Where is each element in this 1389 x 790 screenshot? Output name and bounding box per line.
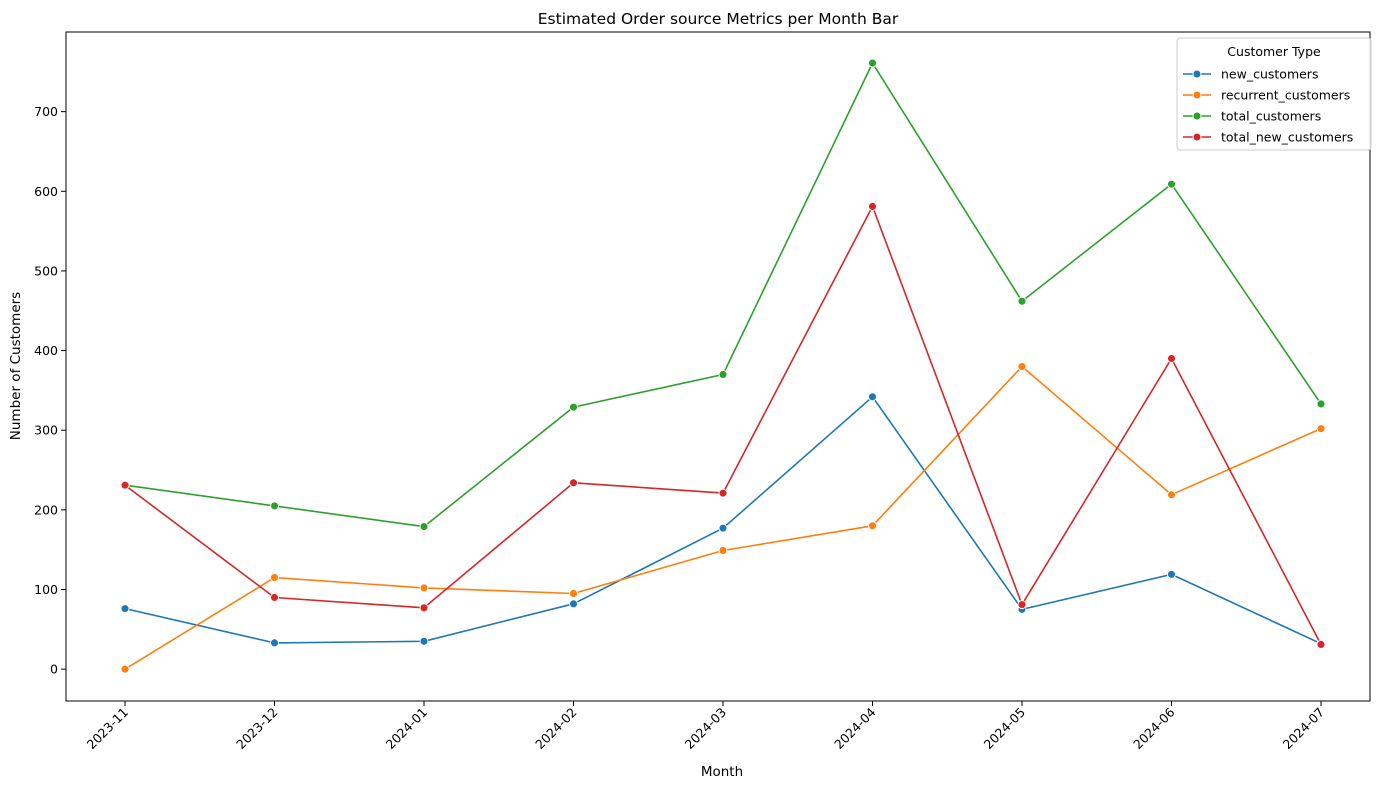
- legend-item: recurrent_customers: [1183, 88, 1350, 103]
- data-point: [868, 58, 877, 68]
- x-axis-ticks: 2023-11 2023-12 2024-01 2024-02 2024-03 2024-…: [84, 701, 1328, 753]
- series-new_customers: [120, 392, 1326, 649]
- data-point: [868, 392, 877, 402]
- data-point: [569, 589, 578, 598]
- y-axis-ticks: 0 100 200 300 400 500 600 700: [34, 104, 66, 677]
- data-point: [1316, 640, 1326, 649]
- plot-series: [120, 58, 1326, 674]
- legend-label: recurrent_customers: [1221, 88, 1350, 103]
- data-point: [569, 478, 578, 488]
- data-point: [718, 488, 728, 498]
- legend-item: total_new_customers: [1183, 130, 1353, 145]
- data-point: [1167, 490, 1176, 500]
- y-axis-label: Number of Customers: [8, 292, 24, 440]
- x-tick-label: 2024-07: [1280, 705, 1328, 753]
- x-tick-label: 2024-05: [981, 705, 1029, 753]
- legend-label: total_new_customers: [1221, 130, 1353, 145]
- x-axis-label: Month: [701, 764, 743, 780]
- data-point: [1017, 600, 1027, 610]
- series-line: [124, 365, 1322, 670]
- plot-frame: [65, 31, 1371, 702]
- data-point: [569, 599, 578, 609]
- data-point: [120, 480, 130, 490]
- data-point: [718, 370, 728, 379]
- data-point: [868, 521, 877, 531]
- legend-item: total_customers: [1183, 109, 1321, 124]
- data-point: [120, 604, 130, 614]
- data-point: [1017, 296, 1027, 306]
- x-tick-label: 2024-04: [831, 704, 879, 752]
- chart-title: Estimated Order source Metrics per Month…: [538, 10, 899, 28]
- series-total_new_customers: [120, 201, 1326, 649]
- data-point: [718, 546, 728, 555]
- legend-box: [1176, 37, 1372, 151]
- x-tick-label: 2024-06: [1130, 704, 1178, 752]
- series-recurrent_customers: [120, 362, 1326, 674]
- y-tick-label: 700: [34, 104, 58, 119]
- series-line: [124, 205, 1322, 645]
- data-point: [270, 593, 279, 602]
- data-point: [1316, 424, 1326, 434]
- series-line: [124, 395, 1322, 645]
- x-tick-label: 2023-11: [84, 705, 132, 753]
- data-point: [270, 638, 279, 648]
- series-total_customers: [120, 58, 1326, 532]
- data-point: [419, 522, 429, 532]
- data-point: [718, 523, 728, 533]
- legend-swatch-marker: [1192, 132, 1202, 142]
- data-point: [419, 583, 429, 593]
- data-point: [1167, 354, 1176, 363]
- x-tick-label: 2024-03: [682, 705, 730, 753]
- legend-title: Customer Type: [1227, 44, 1321, 59]
- y-tick-label: 200: [34, 502, 58, 517]
- data-point: [270, 501, 279, 511]
- data-point: [1316, 399, 1326, 409]
- x-tick-label: 2023-12: [233, 705, 281, 753]
- legend-item: new_customers: [1183, 67, 1318, 82]
- data-point: [270, 573, 279, 583]
- data-point: [569, 402, 578, 412]
- legend-swatch-marker: [1192, 111, 1202, 121]
- data-point: [868, 201, 877, 211]
- y-tick-label: 0: [50, 662, 58, 677]
- legend-label: total_customers: [1221, 109, 1321, 124]
- legend-items: new_customers recurrent_customers total_cu…: [1183, 67, 1353, 145]
- y-tick-label: 600: [34, 184, 58, 199]
- y-tick-label: 100: [34, 582, 58, 597]
- series-line: [124, 62, 1322, 528]
- data-point: [419, 603, 429, 613]
- y-tick-label: 500: [34, 263, 58, 278]
- y-tick-label: 300: [34, 423, 58, 438]
- x-tick-label: 2024-02: [532, 705, 580, 753]
- x-tick-label: 2024-01: [383, 705, 431, 753]
- data-point: [120, 664, 130, 674]
- data-point: [1167, 569, 1176, 579]
- legend: Customer Type new_customers recurrent_cus…: [1176, 37, 1372, 151]
- legend-swatch-marker: [1192, 69, 1202, 79]
- data-point: [1167, 179, 1176, 189]
- legend-swatch-marker: [1192, 90, 1202, 100]
- y-tick-label: 400: [34, 343, 58, 358]
- data-point: [419, 636, 429, 646]
- data-point: [1017, 362, 1027, 371]
- legend-label: new_customers: [1221, 67, 1318, 82]
